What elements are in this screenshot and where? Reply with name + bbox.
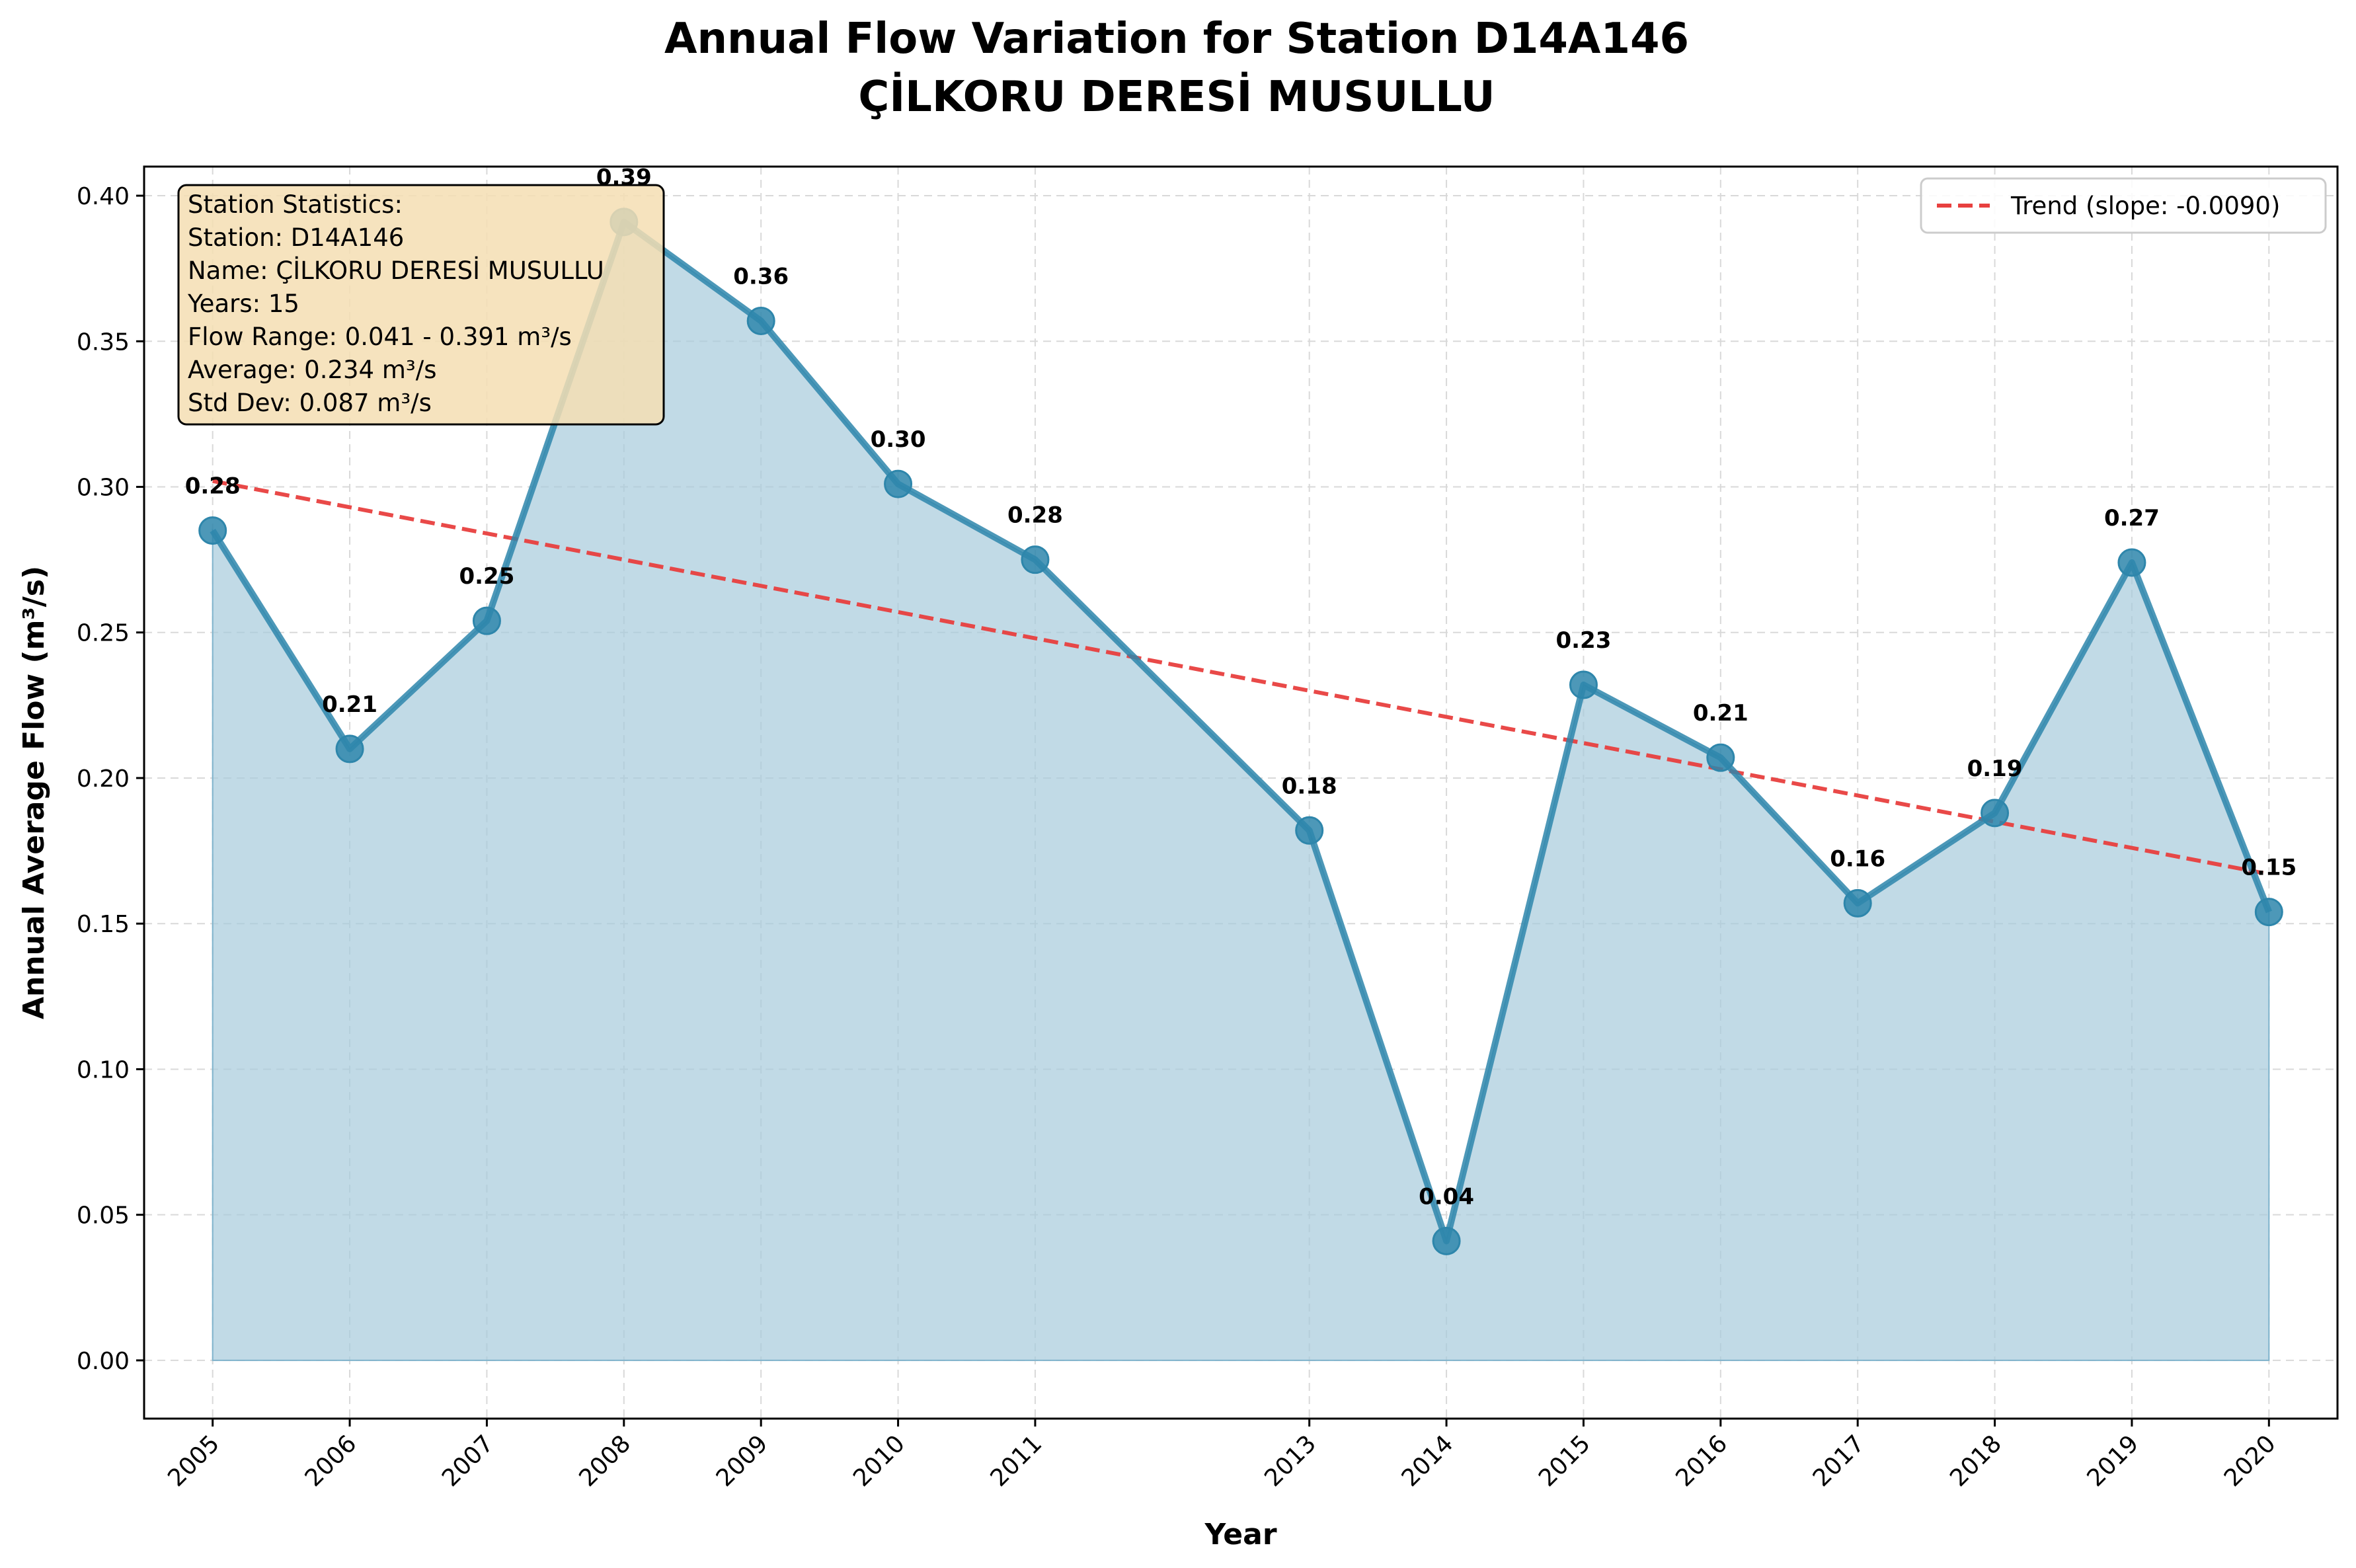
x-tick-label: 2018 bbox=[1945, 1430, 2007, 1492]
data-point bbox=[1843, 888, 1872, 918]
y-tick-label: 0.15 bbox=[77, 911, 130, 938]
stats-line: Name: ÇİLKORU DERESİ MUSULLU bbox=[188, 256, 604, 285]
y-tick-label: 0.30 bbox=[77, 475, 130, 502]
data-label: 0.36 bbox=[733, 263, 789, 290]
data-label: 0.16 bbox=[1830, 845, 1885, 872]
legend: Trend (slope: -0.0090) bbox=[1920, 177, 2327, 234]
stats-line: Average: 0.234 m³/s bbox=[188, 356, 436, 384]
x-tick-label: 2009 bbox=[711, 1430, 773, 1492]
data-label: 0.04 bbox=[1419, 1183, 1474, 1210]
x-axis-ticks: 2005 2006 2007 2008 2009 2010 2011 2013 2014 2015… bbox=[163, 1419, 2281, 1492]
x-tick-label: 2006 bbox=[300, 1430, 362, 1492]
x-tick-label: 2008 bbox=[574, 1430, 636, 1492]
data-point bbox=[335, 734, 364, 764]
data-label: 0.21 bbox=[1693, 700, 1748, 726]
y-tick-label: 0.35 bbox=[77, 329, 130, 356]
data-point bbox=[1569, 670, 1598, 699]
data-label: 0.25 bbox=[459, 563, 514, 590]
data-label: 0.28 bbox=[1007, 502, 1063, 529]
data-point bbox=[472, 606, 501, 635]
legend-trend-label: Trend (slope: -0.0090) bbox=[2010, 192, 2280, 220]
stats-line: Station Statistics: bbox=[188, 190, 403, 219]
y-tick-label: 0.40 bbox=[77, 183, 130, 210]
data-label: 0.21 bbox=[322, 691, 377, 718]
data-point bbox=[1981, 799, 2010, 828]
x-tick-label: 2005 bbox=[163, 1430, 225, 1492]
y-tick-label: 0.05 bbox=[77, 1202, 130, 1230]
x-tick-label: 2016 bbox=[1670, 1430, 1733, 1492]
legend-frame bbox=[1920, 177, 2327, 234]
stats-line: Std Dev: 0.087 m³/s bbox=[188, 389, 432, 417]
y-axis-ticks: 0.00 0.05 0.10 0.15 0.20 0.25 0.30 0.35 0.40 bbox=[77, 183, 144, 1375]
y-tick-label: 0.20 bbox=[77, 765, 130, 793]
y-axis-label: Annual Average Flow (m³/s) bbox=[17, 566, 51, 1019]
data-point bbox=[198, 516, 227, 545]
data-point bbox=[2117, 548, 2146, 577]
data-label: 0.19 bbox=[1967, 756, 2023, 782]
x-tick-label: 2010 bbox=[848, 1430, 910, 1492]
x-tick-label: 2011 bbox=[986, 1430, 1048, 1492]
y-tick-label: 0.10 bbox=[77, 1056, 130, 1083]
data-label: 0.30 bbox=[871, 426, 926, 453]
x-tick-label: 2019 bbox=[2082, 1430, 2144, 1492]
data-label: 0.15 bbox=[2241, 855, 2297, 881]
x-tick-label: 2007 bbox=[437, 1430, 499, 1492]
trend-line bbox=[212, 479, 2269, 877]
plot-frame bbox=[143, 165, 2339, 1420]
data-point bbox=[1295, 816, 1324, 845]
x-tick-label: 2013 bbox=[1259, 1430, 1321, 1492]
data-point bbox=[2254, 898, 2283, 927]
y-tick-label: 0.25 bbox=[77, 620, 130, 647]
x-tick-label: 2017 bbox=[1808, 1430, 1870, 1492]
x-tick-label: 2015 bbox=[1534, 1430, 1596, 1492]
stats-line: Station: D14A146 bbox=[188, 223, 404, 252]
data-point bbox=[1706, 743, 1735, 772]
x-tick-label: 2020 bbox=[2219, 1430, 2281, 1492]
data-label: 0.28 bbox=[185, 473, 241, 500]
stats-box-background bbox=[177, 184, 665, 426]
stats-box: Station Statistics: Station: D14A146 Nam… bbox=[177, 184, 665, 426]
data-point bbox=[1021, 545, 1050, 574]
trend-line-layer bbox=[212, 479, 2269, 877]
x-axis-label: Year bbox=[1204, 1518, 1276, 1551]
data-label: 0.27 bbox=[2104, 505, 2160, 531]
data-point bbox=[884, 469, 913, 498]
data-label: 0.23 bbox=[1555, 627, 1611, 654]
chart-title-line2: ÇİLKORU DERESİ MUSULLU bbox=[858, 71, 1495, 122]
x-tick-label: 2014 bbox=[1397, 1430, 1459, 1492]
stats-line: Years: 15 bbox=[187, 290, 299, 318]
data-point bbox=[1432, 1226, 1461, 1255]
stats-line: Flow Range: 0.041 - 0.391 m³/s bbox=[188, 323, 572, 351]
y-tick-label: 0.00 bbox=[77, 1348, 130, 1375]
data-label: 0.18 bbox=[1282, 773, 1337, 799]
chart-title-line1: Annual Flow Variation for Station D14A14… bbox=[664, 15, 1689, 63]
data-point bbox=[746, 306, 775, 335]
